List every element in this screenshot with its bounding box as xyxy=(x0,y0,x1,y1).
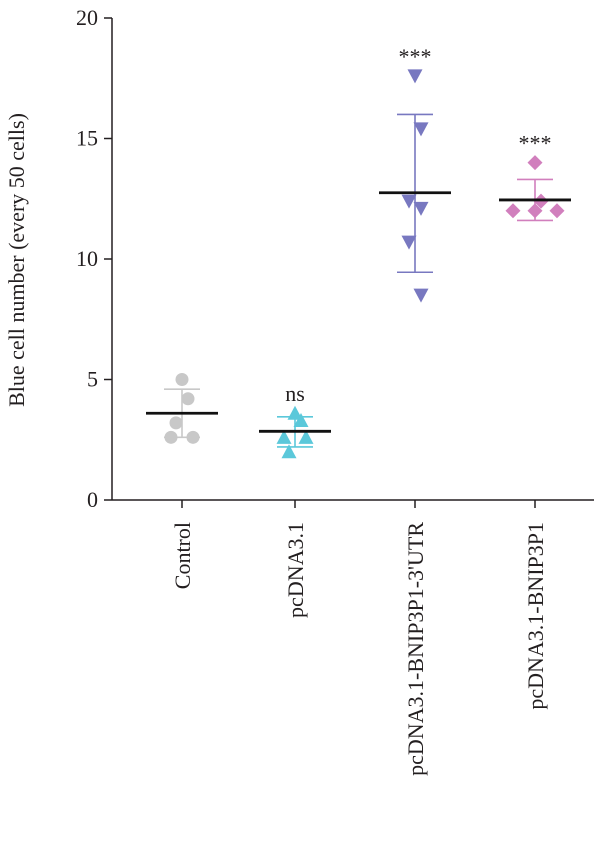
significance-label: *** xyxy=(399,44,432,69)
data-point xyxy=(164,430,178,444)
data-point xyxy=(549,203,565,219)
data-point xyxy=(293,412,309,427)
data-point xyxy=(186,430,200,444)
x-category-label: pcDNA3.1-BNIP3P1 xyxy=(523,522,548,710)
y-tick-label: 15 xyxy=(76,126,98,151)
data-point xyxy=(413,201,429,216)
y-tick-label: 5 xyxy=(87,367,98,392)
data-point xyxy=(281,444,297,459)
data-point xyxy=(407,69,423,84)
data-point xyxy=(175,373,189,386)
data-point xyxy=(169,416,183,430)
data-point xyxy=(413,288,429,303)
data-point xyxy=(276,429,292,444)
data-point xyxy=(401,194,417,209)
y-tick-label: 0 xyxy=(87,487,98,512)
x-category-label: pcDNA3.1-BNIP3P1-3'UTR xyxy=(403,522,428,776)
significance-label: ns xyxy=(285,381,305,406)
plot-area: 0 5 10 15 20 Control pcDNA3.1 pcDNA3.1-BNIP3P1-… xyxy=(76,5,594,776)
x-category-label: Control xyxy=(170,522,195,589)
data-point xyxy=(298,429,314,444)
y-tick-label: 20 xyxy=(76,5,98,30)
y-tick-label: 10 xyxy=(76,246,98,271)
data-point xyxy=(505,203,521,219)
y-axis-title: Blue cell number (every 50 cells) xyxy=(4,113,29,407)
data-point xyxy=(401,235,417,250)
data-point xyxy=(527,203,543,219)
data-point xyxy=(181,392,195,406)
data-point xyxy=(413,122,429,137)
significance-label: *** xyxy=(519,131,552,156)
data-point xyxy=(287,405,303,420)
x-category-label: pcDNA3.1 xyxy=(283,522,308,618)
data-point xyxy=(527,155,543,171)
